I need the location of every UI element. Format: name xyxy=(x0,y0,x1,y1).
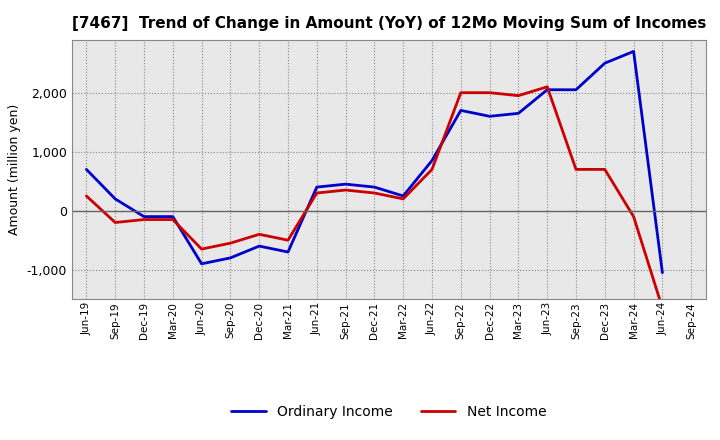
Net Income xyxy=(629,214,638,219)
Ordinary Income xyxy=(226,255,235,260)
Line: Ordinary Income: Ordinary Income xyxy=(86,51,662,273)
Net Income xyxy=(543,84,552,89)
Ordinary Income xyxy=(284,249,292,255)
Ordinary Income xyxy=(168,214,177,219)
Ordinary Income xyxy=(600,61,609,66)
Y-axis label: Amount (million yen): Amount (million yen) xyxy=(8,104,21,235)
Net Income xyxy=(140,217,148,222)
Ordinary Income xyxy=(514,111,523,116)
Net Income xyxy=(284,238,292,243)
Line: Net Income: Net Income xyxy=(86,87,662,308)
Net Income xyxy=(572,167,580,172)
Title: [7467]  Trend of Change in Amount (YoY) of 12Mo Moving Sum of Incomes: [7467] Trend of Change in Amount (YoY) o… xyxy=(71,16,706,32)
Net Income xyxy=(341,187,350,193)
Net Income xyxy=(197,246,206,252)
Net Income xyxy=(312,191,321,196)
Ordinary Income xyxy=(111,196,120,202)
Ordinary Income xyxy=(572,87,580,92)
Net Income xyxy=(82,193,91,198)
Net Income xyxy=(370,191,379,196)
Ordinary Income xyxy=(312,184,321,190)
Net Income xyxy=(485,90,494,95)
Net Income xyxy=(428,167,436,172)
Net Income xyxy=(456,90,465,95)
Net Income xyxy=(514,93,523,98)
Ordinary Income xyxy=(82,167,91,172)
Ordinary Income xyxy=(197,261,206,267)
Net Income xyxy=(255,231,264,237)
Net Income xyxy=(658,305,667,311)
Ordinary Income xyxy=(140,214,148,219)
Net Income xyxy=(226,241,235,246)
Ordinary Income xyxy=(399,193,408,198)
Ordinary Income xyxy=(543,87,552,92)
Ordinary Income xyxy=(341,182,350,187)
Net Income xyxy=(600,167,609,172)
Ordinary Income xyxy=(485,114,494,119)
Net Income xyxy=(111,220,120,225)
Ordinary Income xyxy=(428,158,436,163)
Legend: Ordinary Income, Net Income: Ordinary Income, Net Income xyxy=(231,405,546,419)
Ordinary Income xyxy=(629,49,638,54)
Net Income xyxy=(168,217,177,222)
Ordinary Income xyxy=(456,108,465,113)
Ordinary Income xyxy=(255,243,264,249)
Ordinary Income xyxy=(370,184,379,190)
Ordinary Income xyxy=(658,270,667,275)
Net Income xyxy=(399,196,408,202)
